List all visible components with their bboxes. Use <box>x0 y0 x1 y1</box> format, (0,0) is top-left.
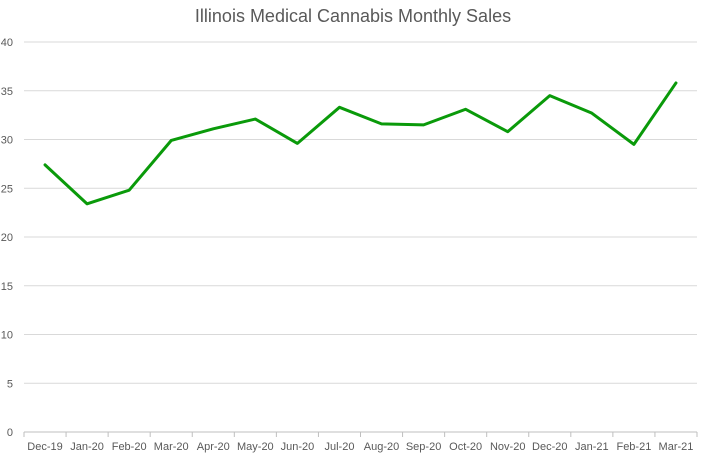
x-tick-label: Nov-20 <box>490 441 525 453</box>
y-tick-label: 30 <box>1 135 13 147</box>
x-tick-label: Oct-20 <box>449 441 482 453</box>
x-tick-label: Mar-21 <box>659 441 694 453</box>
x-tick-label: Feb-20 <box>112 441 147 453</box>
series-line <box>43 81 678 206</box>
x-tick-label: Aug-20 <box>364 441 399 453</box>
y-tick-label: 20 <box>1 232 13 244</box>
x-tick-label: Jan-20 <box>70 441 104 453</box>
y-tick-label: 40 <box>1 37 13 49</box>
x-tick-label: Dec-20 <box>532 441 567 453</box>
x-tick-label: Feb-21 <box>616 441 651 453</box>
x-tick-label: Mar-20 <box>154 441 189 453</box>
y-tick-label: 10 <box>1 330 13 342</box>
x-tick-label: Apr-20 <box>197 441 230 453</box>
x-tick-label: Jun-20 <box>281 441 315 453</box>
y-tick-label: 35 <box>1 86 13 98</box>
y-tick-label: 15 <box>1 281 13 293</box>
y-tick-label: 25 <box>1 183 13 195</box>
x-tick-label: Dec-19 <box>27 441 62 453</box>
x-tick-label: Sep-20 <box>406 441 441 453</box>
x-tick-label: Jan-21 <box>575 441 609 453</box>
chart-title: Illinois Medical Cannabis Monthly Sales <box>194 6 512 26</box>
y-tick-label: 5 <box>7 378 13 390</box>
y-tick-label: 0 <box>7 427 13 439</box>
x-tick-label: May-20 <box>237 441 274 453</box>
x-tick-label: Jul-20 <box>324 441 354 453</box>
